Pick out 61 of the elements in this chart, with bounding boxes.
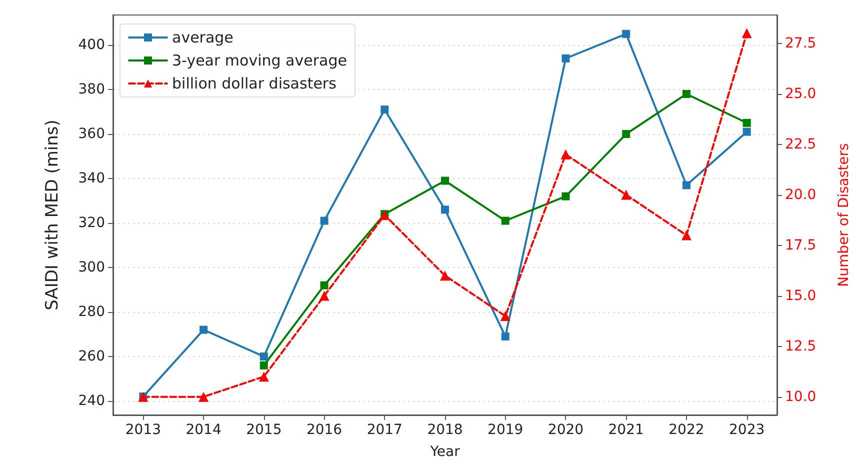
x-tick-label: 2015 [246, 422, 282, 438]
point [441, 206, 449, 214]
point [562, 54, 570, 62]
x-axis-title: Year [429, 444, 460, 460]
x-tick-label: 2021 [608, 422, 644, 438]
point [622, 130, 630, 138]
y-tick-label: 360 [78, 126, 105, 142]
y2-tick-label: 17.5 [785, 237, 816, 254]
y-axis-title: SAIDI with MED (mins) [42, 120, 62, 310]
x-tick-label: 2020 [548, 422, 584, 438]
legend-label: billion dollar disasters [172, 74, 337, 92]
point [260, 361, 268, 370]
point [380, 106, 389, 114]
x-tick-label: 2014 [186, 422, 222, 438]
y-tick-label: 300 [78, 260, 105, 276]
point [682, 181, 690, 190]
y-tick-label: 340 [78, 170, 105, 187]
legend-label: average [172, 28, 234, 46]
y-tick-label: 240 [78, 392, 105, 409]
point [198, 392, 209, 402]
x-tick-label: 2023 [729, 422, 765, 438]
point [258, 372, 269, 382]
point [319, 290, 330, 301]
point [200, 326, 208, 334]
y2-tick-label: 20.0 [785, 186, 816, 203]
point [682, 90, 690, 98]
point [501, 332, 510, 340]
y2-tick-label: 10.0 [785, 388, 816, 405]
point [560, 149, 571, 160]
y2-tick-label: 27.5 [785, 35, 816, 52]
point [622, 30, 630, 38]
y-tick-label: 280 [78, 304, 105, 320]
y2-axis-title: Number of Disasters [836, 143, 852, 287]
point [260, 352, 268, 360]
x-tick-label: 2022 [668, 422, 704, 438]
y2-tick-label: 12.5 [785, 338, 816, 354]
y2-tick-label: 22.5 [785, 136, 816, 152]
x-tick-label: 2018 [427, 422, 463, 438]
point [500, 311, 510, 322]
point [562, 192, 570, 200]
point [681, 230, 692, 240]
point [742, 28, 752, 38]
point [621, 190, 632, 200]
x-tick-label: 2013 [125, 422, 161, 438]
point [440, 270, 450, 281]
y2-tick-label: 25.0 [785, 86, 816, 102]
y-tick-label: 320 [78, 215, 105, 232]
legend-label: 3-year moving average [172, 52, 347, 70]
x-tick-label: 2017 [366, 422, 402, 438]
point [320, 216, 328, 225]
point [441, 176, 449, 185]
x-tick-label: 2019 [488, 422, 524, 438]
y2-tick-label: 15.0 [785, 288, 816, 304]
y-tick-label: 380 [78, 82, 105, 98]
point [501, 216, 510, 225]
y-tick-label: 400 [78, 37, 105, 54]
point [742, 128, 751, 136]
x-tick-label: 2016 [306, 422, 342, 438]
point [742, 118, 751, 127]
y-tick-label: 260 [78, 348, 105, 364]
point [320, 281, 328, 290]
